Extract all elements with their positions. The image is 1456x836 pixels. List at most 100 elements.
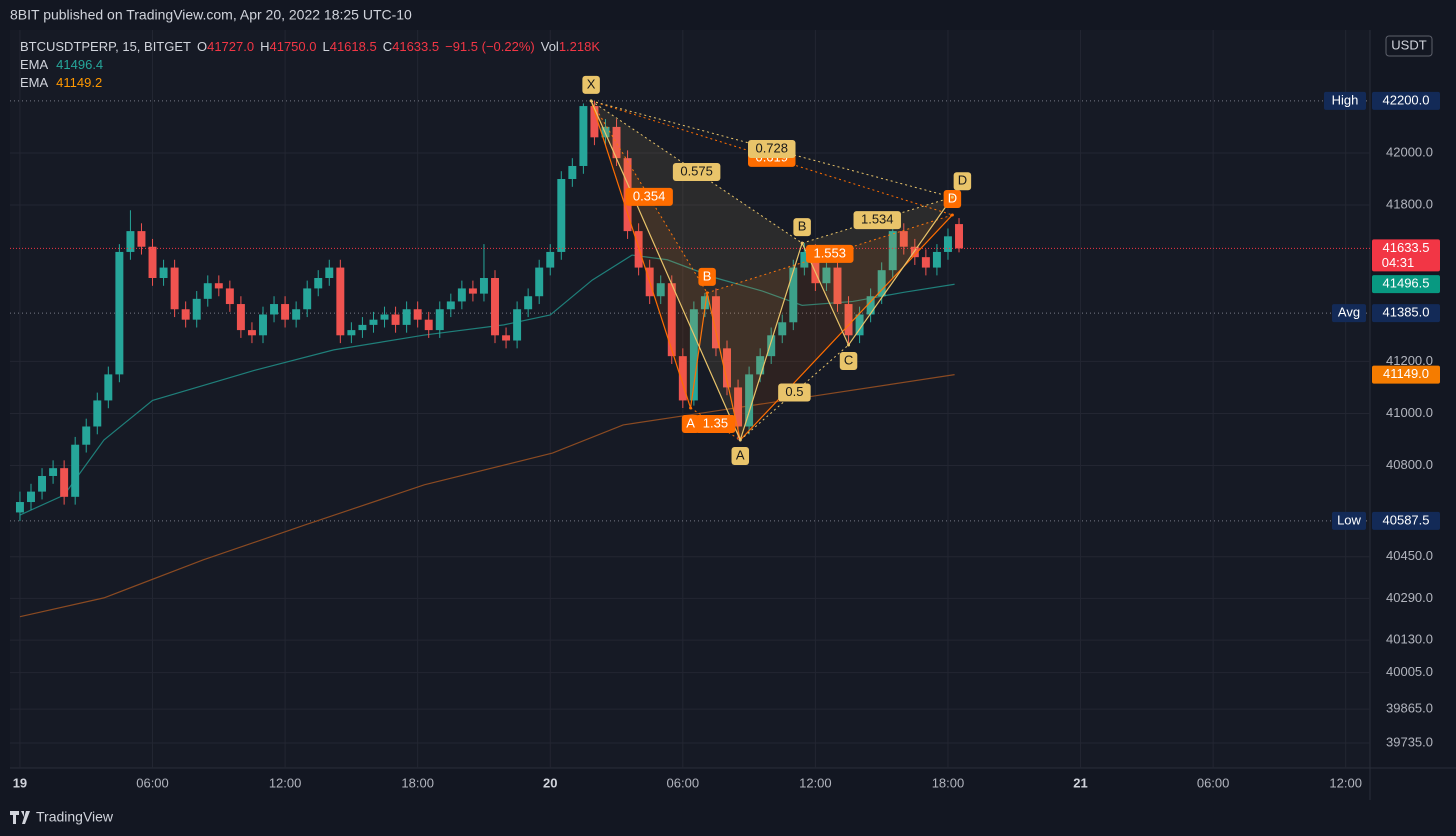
ratio-label: 0.728 [755,140,788,155]
legend-value: 41727.0 [207,39,255,54]
y-tick-label: 41200.0 [1386,353,1433,368]
legend-row: BTCUSDTPERP, 15, BITGET O41727.0 H41750.0 L… [20,38,600,56]
indicator-value: 41149.2 [56,75,103,90]
y-tick-label: 40130.0 [1386,632,1433,647]
candle-body [380,314,389,320]
pattern-point [689,406,693,410]
currency-box [1385,35,1433,57]
candle-body [546,251,555,268]
ratio-label-bg [625,187,673,206]
legend-change: −91.5 (−0.22%) [445,39,535,54]
candle-body [126,231,135,252]
ratio-line [801,196,953,244]
candle-body [656,283,665,297]
candle-body [502,335,511,341]
price-value: 41633.5 [1383,240,1430,255]
candle-body [281,304,290,320]
ratio-line [590,100,953,216]
ratio-label: 1.534 [861,212,894,227]
candle-body [955,224,963,249]
point-label: X [587,76,596,91]
candle-body [336,267,345,336]
candle-body [391,314,400,325]
ratio-label: 1.35 [703,415,728,430]
candle-body [789,267,798,323]
candle-body [745,374,754,427]
candle-body [27,491,35,503]
candle-body [148,246,157,278]
candle-body [325,267,334,278]
y-tick-label: 39865.0 [1386,701,1433,716]
candle-body [170,267,179,310]
candle-body [723,348,731,388]
candle-body [413,309,422,320]
ratio-label: 0.5 [785,384,803,399]
candle-body [855,314,864,336]
candle-body [104,374,113,401]
y-tick-label: 40450.0 [1386,548,1433,563]
tv-logo [10,811,30,824]
point-label: C [844,352,853,367]
pattern-point [705,291,709,295]
ema-line [19,254,955,516]
indicator-legend: EMA 41496.4 [20,56,600,74]
pattern-fill [591,100,803,441]
candle-body [689,309,698,401]
y-tick-label: 39735.0 [1386,734,1433,749]
point-label: A [736,447,745,462]
indicator-axis-value: 41496.5 [1383,276,1430,291]
y-tick-label: 40290.0 [1386,590,1433,605]
candle-body [557,179,566,252]
ratio-label: 0.354 [633,188,666,203]
candle-body [270,304,279,315]
candle-body [612,126,621,159]
ratio-label: 0.575 [680,163,713,178]
candle-body [292,309,301,320]
candle-body [181,309,190,320]
point-label: B [798,219,807,234]
candle-body [82,426,91,445]
point-label: B [703,268,712,283]
x-tick-label: 12:00 [269,775,302,790]
candle-body [468,288,477,294]
legend-key: C [382,39,393,54]
legend-key: L [322,39,330,54]
candle-body [844,304,853,336]
candle-body [866,296,875,315]
candle-body [247,330,256,336]
candle-body [93,400,102,427]
ratio-label: 1.553 [813,245,846,260]
candle-body [38,475,47,492]
candle-body [115,251,124,375]
candle-body [822,267,831,284]
candle-body [303,288,312,310]
x-tick-label: 06:00 [136,775,169,790]
pattern-fill [591,100,708,408]
point-label: A [686,415,695,430]
plot [10,30,1370,768]
point-label-bg [953,172,972,191]
currency: USDT [1391,37,1426,52]
candle-body [811,251,820,284]
candle-body [590,106,599,138]
pattern-point [738,438,742,442]
candle-body [225,288,234,305]
candle-body [833,267,842,305]
ratio-label-bg [778,383,811,402]
x-tick-label: 12:00 [1329,775,1362,790]
point-label-bg [681,414,700,433]
candle-body [491,277,499,336]
indicator-axis-box [1372,275,1440,294]
ratio-label-bg [672,162,721,181]
candle-body [435,309,444,331]
level-name: Avg [1338,305,1360,320]
point-label-bg [582,75,600,94]
candle-body [259,314,267,336]
indicator-axis-value: 41149.0 [1383,366,1429,381]
candle-body [347,330,356,336]
candle-body [678,356,687,401]
point-label: D [958,173,967,188]
candle-body [877,270,886,297]
candle-body [214,283,223,289]
